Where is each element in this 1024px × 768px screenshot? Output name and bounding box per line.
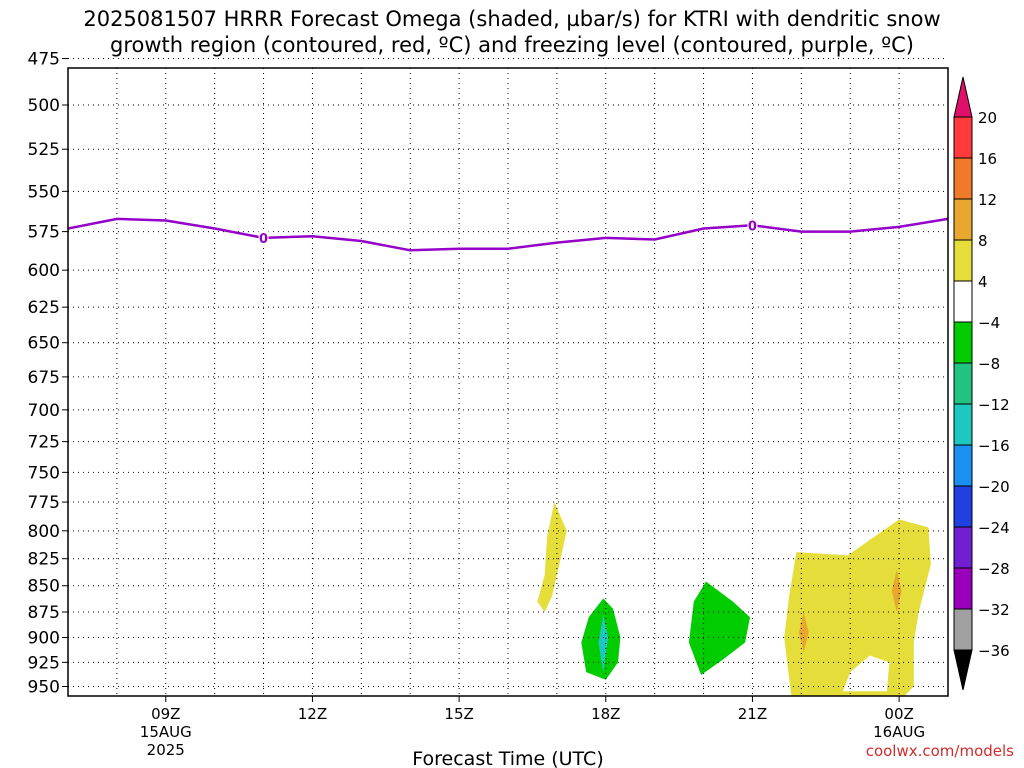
x-tick-label-1: 12Z: [298, 705, 327, 723]
y-tick-label-10: 725: [28, 433, 60, 453]
x-tick-label-2: 15Z: [444, 705, 473, 723]
omega-region-5: [842, 655, 890, 692]
colorbar-label-8: −16: [978, 437, 1010, 455]
omega-region-3: [688, 581, 750, 675]
x-tick-label-0: 09Z: [151, 705, 180, 723]
y-tick-label-19: 950: [28, 678, 60, 698]
colorbar-swatch-7: [953, 403, 973, 446]
colorbar-label-13: −36: [978, 642, 1010, 660]
freezing-level-label-0: 0: [259, 232, 268, 247]
colorbar-label-6: −8: [978, 355, 1000, 373]
y-tick-label-3: 550: [28, 182, 60, 202]
colorbar-label-1: 16: [978, 150, 997, 168]
colorbar-swatch-10: [953, 526, 973, 569]
colorbar-label-2: 12: [978, 191, 997, 209]
grid: [68, 58, 948, 696]
colorbar-swatch-3: [953, 239, 973, 282]
freezing-level-line: [68, 217, 948, 252]
omega-region-0: [537, 502, 567, 612]
y-tick-label-5: 600: [28, 261, 60, 281]
colorbar-swatch-6: [953, 362, 973, 405]
colorbar-swatch-4: [953, 280, 973, 323]
y-tick-label-17: 900: [28, 629, 60, 649]
colorbar-swatch-5: [953, 321, 973, 364]
omega-region-6: [891, 569, 902, 612]
x-tick-date-5: 16AUG: [873, 723, 925, 741]
colorbar-bottom-arrow: [953, 649, 973, 691]
colorbar-swatch-9: [953, 485, 973, 528]
colorbar-swatch-11: [953, 567, 973, 610]
colorbar-swatch-8: [953, 444, 973, 487]
colorbar: 20 16 12 8 4 −4 −8 −12 −16 −20 −24 −28 −32 −36: [953, 76, 1010, 691]
y-tick-label-7: 650: [28, 334, 60, 354]
y-tick-label-13: 800: [28, 522, 60, 542]
title-line-2: growth region (contoured, red, ºC) and f…: [110, 33, 914, 57]
chart-title: 2025081507 HRRR Forecast Omega (shaded, …: [0, 6, 1024, 58]
freezing-level-label-1: 0: [748, 219, 757, 234]
colorbar-label-3: 8: [978, 232, 988, 250]
y-tick-label-6: 625: [28, 298, 60, 318]
plot-frame: [67, 67, 949, 697]
x-axis-label: Forecast Time (UTC): [412, 748, 603, 768]
y-tick-label-12: 775: [28, 493, 60, 513]
colorbar-label-12: −32: [978, 601, 1010, 619]
colorbar-swatch-1: [953, 157, 973, 200]
omega-region-4: [784, 519, 931, 696]
omega-regions: [537, 502, 931, 696]
colorbar-label-11: −28: [978, 560, 1010, 578]
y-tick-label-9: 700: [28, 401, 60, 421]
freezing-label-bg-0: [258, 230, 269, 245]
title-line-1: 2025081507 HRRR Forecast Omega (shaded, …: [83, 7, 941, 31]
y-tick-label-16: 875: [28, 603, 60, 623]
x-tick-date-0: 15AUG: [140, 723, 192, 741]
x-tick-label-5: 00Z: [884, 705, 913, 723]
colorbar-label-10: −24: [978, 519, 1010, 537]
colorbar-label-0: 20: [978, 109, 997, 127]
colorbar-label-5: −4: [978, 314, 1000, 332]
y-tick-label-8: 675: [28, 368, 60, 388]
y-tick-label-2: 525: [28, 140, 60, 160]
x-tick-label-3: 18Z: [591, 705, 620, 723]
freezing-label-bg-1: [747, 218, 758, 233]
y-tick-label-11: 750: [28, 463, 60, 483]
y-tick-label-18: 925: [28, 653, 60, 673]
colorbar-label-7: −12: [978, 396, 1010, 414]
y-tick-label-15: 850: [28, 577, 60, 597]
omega-region-2: [598, 615, 609, 673]
colorbar-swatch-2: [953, 198, 973, 241]
colorbar-label-4: 4: [978, 273, 988, 291]
y-tick-label-14: 825: [28, 550, 60, 570]
colorbar-label-9: −20: [978, 478, 1010, 496]
y-axis: 475 500 525 550 575 600 625 650 675 700 725 750 775 8…: [28, 50, 68, 698]
x-tick-label-4: 21Z: [738, 705, 767, 723]
x-tick-year-0: 2025: [147, 741, 185, 759]
colorbar-swatch-0: [953, 116, 973, 159]
colorbar-top-arrow: [953, 76, 973, 118]
watermark: coolwx.com/models: [865, 742, 1014, 760]
y-tick-label-1: 500: [28, 96, 60, 116]
y-tick-label-4: 575: [28, 223, 60, 243]
colorbar-swatch-12: [953, 608, 973, 651]
y-tick-label-0: 475: [28, 50, 60, 70]
omega-region-7: [798, 612, 809, 653]
